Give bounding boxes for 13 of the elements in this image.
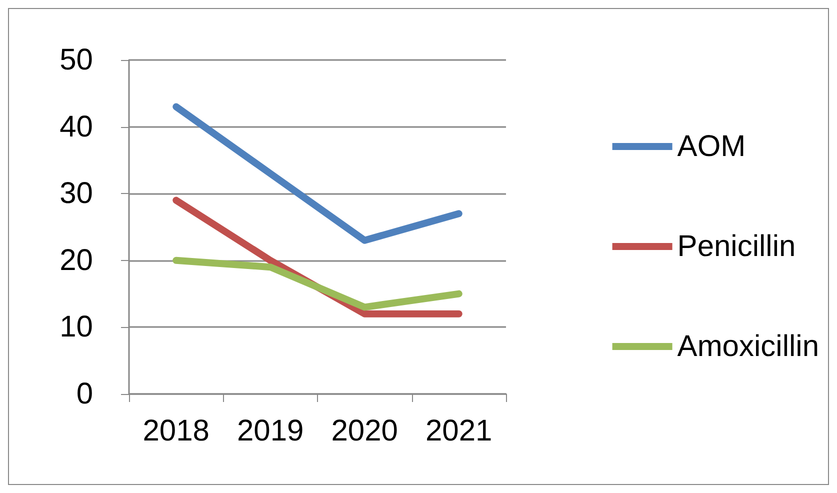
- legend-label: Penicillin: [677, 230, 796, 263]
- x-tick-label: 2021: [426, 414, 492, 448]
- y-tick-label: 30: [60, 177, 93, 210]
- x-tick-label: 2020: [331, 414, 398, 448]
- y-tick-label: 20: [60, 244, 93, 277]
- y-tick-label: 40: [60, 110, 93, 144]
- x-tick-label: 2018: [142, 414, 210, 448]
- y-tick-label: 10: [60, 310, 93, 344]
- y-tick-label: 50: [60, 44, 93, 76]
- x-tick-label: 2019: [237, 414, 304, 448]
- y-tick-label: 0: [76, 378, 93, 410]
- legend-label: Amoxicillin: [677, 330, 820, 363]
- legend-label: AOM: [677, 130, 746, 163]
